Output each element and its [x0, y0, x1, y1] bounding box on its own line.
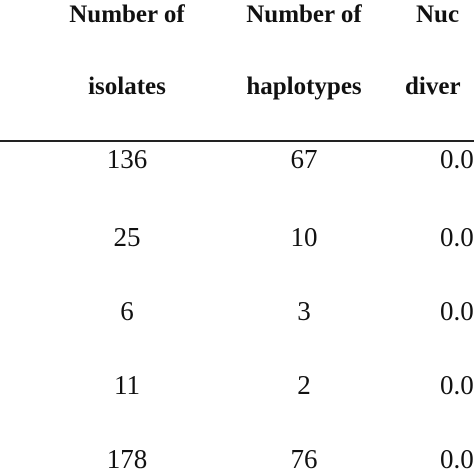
table-cell-isolates: 136: [106, 144, 148, 174]
table-cell-haplotypes: 3: [297, 296, 311, 326]
header-haplotypes-line2: haplotypes: [246, 73, 362, 100]
table-cell-haplotypes: 2: [297, 370, 311, 400]
header-diversity-line1: Nuc: [416, 1, 460, 28]
header-isolates-line2: isolates: [88, 73, 166, 100]
table-cell-diversity: 0.0: [440, 296, 474, 326]
table-cell-haplotypes: 10: [290, 222, 318, 252]
table-cell-diversity: 0.0: [440, 444, 474, 474]
table-cell-diversity: 0.0: [440, 222, 474, 252]
header-diversity-line2: diver: [405, 73, 461, 100]
table-cell-haplotypes: 76: [290, 444, 318, 474]
table-cell-isolates: 25: [113, 222, 141, 252]
table-cell-haplotypes: 67: [290, 144, 318, 174]
table-cell-diversity: 0.0: [440, 370, 474, 400]
header-isolates-line1: Number of: [69, 1, 185, 28]
table-cell-isolates: 178: [106, 444, 148, 474]
table-cell-isolates: 11: [114, 370, 140, 400]
table-cell-diversity: 0.0: [440, 144, 474, 174]
table-cell-isolates: 6: [120, 296, 134, 326]
header-divider: [0, 140, 474, 142]
header-haplotypes-line1: Number of: [246, 1, 362, 28]
